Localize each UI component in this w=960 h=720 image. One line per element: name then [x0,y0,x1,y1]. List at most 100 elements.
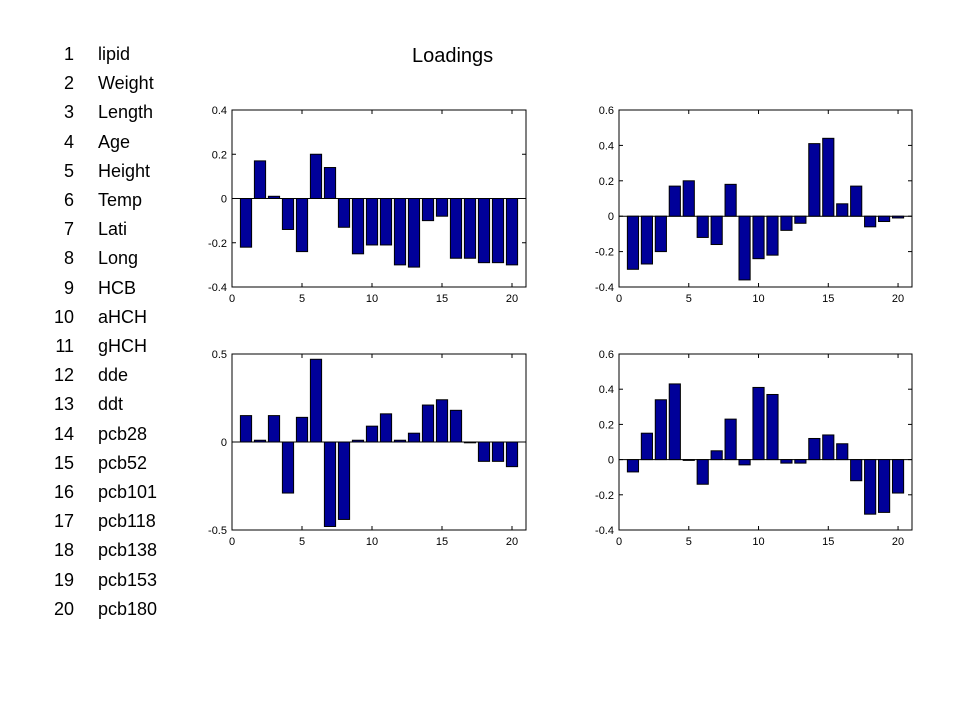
variable-number: 1 [63,44,74,64]
chart-title: Loadings [412,45,494,67]
x-tick-label: 5 [299,536,305,548]
bar [393,198,407,266]
variable-number: 11 [55,336,74,356]
bar [864,215,877,228]
bar [267,415,281,443]
x-tick-label: 20 [506,293,518,305]
x-tick-label: 0 [229,293,235,305]
y-tick-label: 0.6 [599,105,614,117]
bar [836,203,849,217]
variable-number: 15 [53,452,74,473]
y-tick-label: 0.4 [599,140,614,152]
loadings-subplot-4: 0 5 10 15 20 -0.4 -0.2 0 0.2 0.4 0.6 [595,349,913,548]
bar [850,185,863,217]
bar [891,215,905,219]
bar [738,215,751,281]
y-tick-label: -0.4 [595,525,614,537]
y-tick-label: -0.4 [208,282,227,294]
y-tick-label: 0.2 [599,176,614,188]
bar [878,215,891,223]
variable-name: aHCH [98,306,148,327]
variable-name: pcb180 [98,598,158,619]
bar [724,418,737,461]
bar [393,439,407,443]
x-tick-label: 10 [366,536,378,548]
variable-name: dde [98,365,129,386]
variable-number: 14 [53,423,74,444]
x-tick-label: 15 [822,293,834,305]
variable-name: ddt [98,394,124,415]
variable-name: Age [98,131,131,152]
variable-name: HCB [98,277,137,298]
bar [794,215,807,224]
bar [724,183,737,217]
bar [696,215,709,238]
x-tick-label: 20 [892,536,904,548]
bar [794,459,807,464]
bar [323,167,337,199]
bar [309,358,323,443]
variable-name: pcb153 [98,569,158,590]
bar [710,215,723,246]
bar [654,215,667,253]
bar [668,185,681,217]
bar [407,432,421,443]
x-tick-label: 20 [892,293,904,305]
variable-number: 6 [63,190,74,210]
variable-name: Weight [98,73,154,94]
bar [696,459,709,485]
x-tick-label: 10 [366,293,378,305]
bar [421,404,435,443]
axes-box [618,353,913,531]
y-tick-label: -0.5 [208,525,227,537]
bar [626,459,640,473]
bar [435,198,449,217]
bar [640,432,653,461]
variable-name: pcb118 [98,511,156,532]
variable-number: 13 [53,394,74,415]
bar [822,434,835,461]
loadings-subplot-1: 0 5 10 15 20 -0.4 -0.2 0 0.2 0.4 [208,105,527,305]
y-tick-label: 0.2 [212,149,227,161]
x-tick-label: 0 [616,536,622,548]
variable-name: Long [98,248,139,269]
axes-box [618,109,913,288]
variable-number: 2 [63,73,74,94]
variable-number: 17 [53,511,74,532]
bar [780,459,793,464]
bar [878,459,891,513]
loadings-subplot-2: 0 5 10 15 20 -0.4 -0.2 0 0.2 0.4 0.6 [595,105,913,305]
variable-name: Lati [98,219,128,240]
variable-number: 10 [53,306,74,327]
bar [891,459,905,494]
variable-number: 12 [53,365,74,386]
variable-name: lipid [98,44,131,64]
bar [864,459,877,515]
bar [239,415,253,443]
bar [253,160,267,199]
x-tick-label: 20 [506,536,518,548]
bar [491,441,505,462]
x-tick-label: 5 [299,293,305,305]
variable-number: 18 [53,540,74,561]
bar [295,198,309,253]
bar [836,443,849,461]
bar [766,393,779,461]
bar [808,143,821,217]
bar [435,399,449,443]
bar [365,425,379,443]
bar [682,180,695,217]
bar [505,441,519,468]
bar [379,198,393,246]
bar [379,413,393,443]
x-tick-label: 15 [822,536,834,548]
bar [365,198,379,246]
x-tick-label: 5 [686,536,692,548]
x-tick-label: 0 [229,536,235,548]
bar [710,450,723,461]
bar [281,198,295,230]
bar [449,198,463,259]
variable-name: pcb52 [98,452,148,473]
y-tick-label: -0.4 [595,282,614,294]
bar [295,416,309,443]
